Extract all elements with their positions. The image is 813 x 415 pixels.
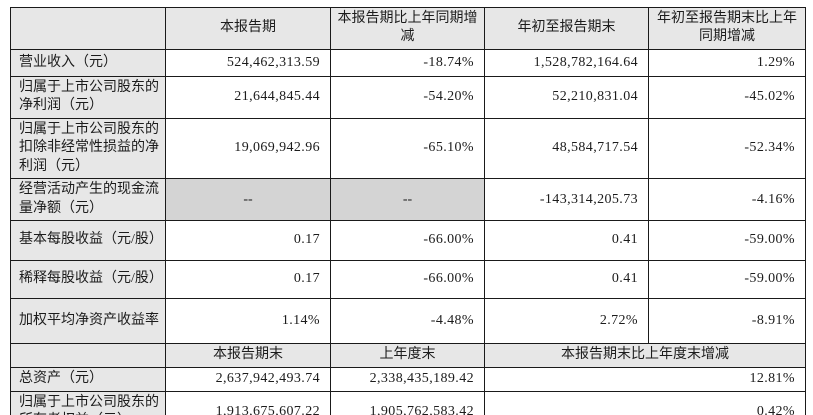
value-cell: -65.10% (330, 117, 485, 180)
row-owners-equity: 归属于上市公司股东的所有者权益（元） 1,913,675,607.22 1,90… (10, 390, 806, 415)
value-cell: 12.81% (484, 366, 806, 392)
value-cell: -4.16% (648, 178, 806, 222)
value-cell: 21,644,845.44 (165, 75, 331, 119)
value-cell: -18.74% (330, 48, 485, 77)
col-header-period-end-change: 本报告期末比上年度末增减 (484, 343, 806, 368)
value-cell: 2,338,435,189.42 (330, 366, 485, 392)
value-cell: 52,210,831.04 (484, 75, 649, 119)
period-end-header-row: 本报告期末 上年度末 本报告期末比上年度末增减 (10, 343, 806, 368)
row-label-operating-cash-flow: 经营活动产生的现金流量净额（元） (10, 178, 166, 222)
row-label-diluted-eps: 稀释每股收益（元/股） (10, 260, 166, 300)
value-cell: 19,069,942.96 (165, 117, 331, 180)
value-cell: -4.48% (330, 298, 485, 345)
row-label-revenue: 营业收入（元） (10, 48, 166, 77)
row-diluted-eps: 稀释每股收益（元/股） 0.17 -66.00% 0.41 -59.00% (10, 260, 806, 300)
corner-blank-cell (10, 7, 166, 50)
value-cell: -52.34% (648, 117, 806, 180)
row-operating-cash-flow: 经营活动产生的现金流量净额（元） -- -- -143,314,205.73 -… (10, 178, 806, 222)
value-cell: 0.17 (165, 260, 331, 300)
value-cell: 0.42% (484, 390, 806, 415)
value-cell: 0.17 (165, 220, 331, 262)
value-cell: 1.29% (648, 48, 806, 77)
row-label-total-assets: 总资产（元） (10, 366, 166, 392)
value-cell: -45.02% (648, 75, 806, 119)
row-label-weighted-avg-roe: 加权平均净资产收益率 (10, 298, 166, 345)
row-basic-eps: 基本每股收益（元/股） 0.17 -66.00% 0.41 -59.00% (10, 220, 806, 262)
col-header-ytd: 年初至报告期末 (484, 7, 649, 50)
row-net-profit-excl-nonrecurring: 归属于上市公司股东的扣除非经常性损益的净利润（元） 19,069,942.96 … (10, 117, 806, 180)
col-header-ytd-yoy-change: 年初至报告期末比上年同期增减 (648, 7, 806, 50)
period-header-row: 本报告期 本报告期比上年同期增减 年初至报告期末 年初至报告期末比上年同期增减 (10, 7, 806, 50)
value-cell: -66.00% (330, 260, 485, 300)
value-cell: -66.00% (330, 220, 485, 262)
value-cell: 1,913,675,607.22 (165, 390, 331, 415)
value-cell: -59.00% (648, 220, 806, 262)
col-header-prior-year-end: 上年度末 (330, 343, 485, 368)
value-cell: 2,637,942,493.74 (165, 366, 331, 392)
value-cell: -54.20% (330, 75, 485, 119)
value-cell: 1,905,762,583.42 (330, 390, 485, 415)
value-cell: -143,314,205.73 (484, 178, 649, 222)
value-cell: 48,584,717.54 (484, 117, 649, 180)
value-cell-na: -- (165, 178, 331, 222)
financial-summary-table: 本报告期 本报告期比上年同期增减 年初至报告期末 年初至报告期末比上年同期增减 … (10, 7, 806, 415)
corner-blank-cell-2 (10, 343, 166, 368)
value-cell-na: -- (330, 178, 485, 222)
col-header-current-period: 本报告期 (165, 7, 331, 50)
row-label-net-profit-excl-nonrecurring: 归属于上市公司股东的扣除非经常性损益的净利润（元） (10, 117, 166, 180)
row-label-owners-equity: 归属于上市公司股东的所有者权益（元） (10, 390, 166, 415)
value-cell: 0.41 (484, 220, 649, 262)
value-cell: 1.14% (165, 298, 331, 345)
value-cell: 1,528,782,164.64 (484, 48, 649, 77)
row-total-assets: 总资产（元） 2,637,942,493.74 2,338,435,189.42… (10, 366, 806, 392)
row-label-basic-eps: 基本每股收益（元/股） (10, 220, 166, 262)
value-cell: 0.41 (484, 260, 649, 300)
value-cell: 2.72% (484, 298, 649, 345)
row-revenue: 营业收入（元） 524,462,313.59 -18.74% 1,528,782… (10, 48, 806, 77)
col-header-period-end: 本报告期末 (165, 343, 331, 368)
row-label-net-profit: 归属于上市公司股东的净利润（元） (10, 75, 166, 119)
value-cell: -59.00% (648, 260, 806, 300)
row-weighted-avg-roe: 加权平均净资产收益率 1.14% -4.48% 2.72% -8.91% (10, 298, 806, 345)
row-net-profit-to-shareholders: 归属于上市公司股东的净利润（元） 21,644,845.44 -54.20% 5… (10, 75, 806, 119)
value-cell: -8.91% (648, 298, 806, 345)
col-header-current-period-yoy-change: 本报告期比上年同期增减 (330, 7, 485, 50)
value-cell: 524,462,313.59 (165, 48, 331, 77)
